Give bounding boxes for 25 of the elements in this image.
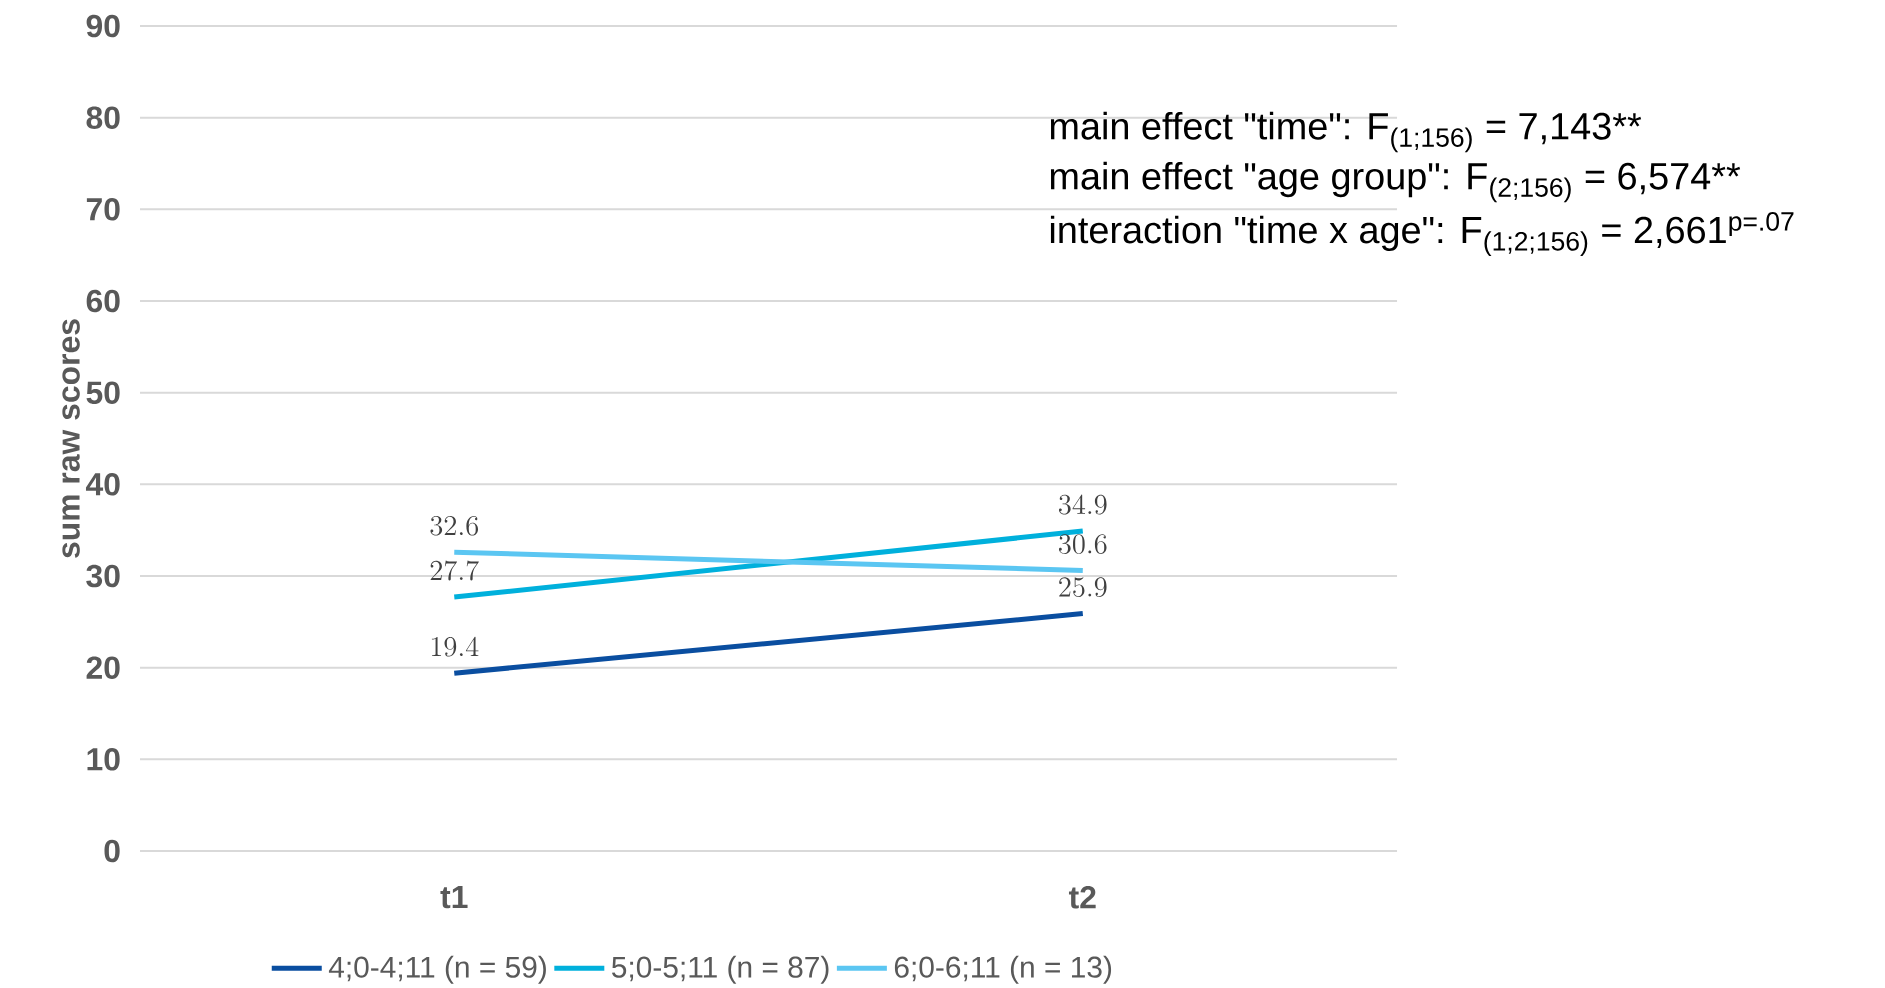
data-label: 19.4	[431, 636, 479, 657]
data-label: 32.6	[430, 515, 479, 536]
annotation: interaction "time x age": F$_{(1;2;156)}$ = 2,661$^{p=.07}$	[1050, 211, 1794, 256]
annotation: main effect "time": F$_{(1;156)}$ = 7,143**	[1050, 111, 1642, 152]
data-label: 27.7	[430, 560, 479, 581]
y-tick-label: 50	[86, 381, 120, 404]
y-tick-label: 30	[86, 564, 120, 588]
y-axis-title: sum raw scores	[62, 319, 80, 558]
data-label: 30.6	[1058, 534, 1107, 554]
legend-label: 4;0-4;11 (n = 59)	[328, 955, 546, 984]
annotation: main effect "age group": F$_{(2;156)}$ = 6,574**	[1050, 161, 1741, 202]
legend-label: 5;0-5;11 (n = 87)	[611, 955, 829, 984]
y-tick-label: 40	[85, 472, 120, 496]
data-label: 34.9	[1058, 494, 1107, 515]
y-tick-label: 60	[86, 289, 120, 313]
y-tick-label: 70	[86, 197, 120, 221]
y-tick-label: 90	[86, 14, 120, 38]
data-label: 25.9	[1059, 577, 1107, 597]
y-tick-label: 20	[86, 656, 120, 679]
y-tick-label: 0	[104, 839, 120, 863]
legend-label: 6;0-6;11 (n = 13)	[894, 955, 1112, 984]
x-tick-label: t2	[1068, 885, 1096, 909]
x-tick-label: t1	[440, 885, 468, 909]
y-tick-label: 80	[86, 106, 120, 129]
y-tick-label: 10	[87, 747, 120, 771]
